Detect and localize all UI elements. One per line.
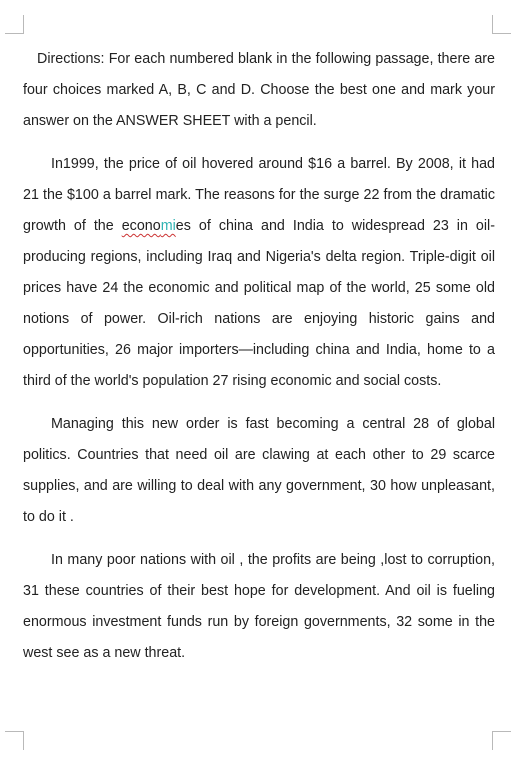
text-cursor-highlight: mi bbox=[160, 218, 176, 234]
crop-mark-bottom-right bbox=[492, 731, 511, 750]
spellcheck-flagged-word[interactable]: economi bbox=[122, 218, 176, 234]
directions-paragraph: Directions: For each numbered blank in t… bbox=[23, 51, 495, 129]
crop-mark-top-right bbox=[492, 15, 511, 34]
passage-paragraph-2: Managing this new order is fast becoming… bbox=[23, 416, 495, 525]
passage-paragraph-3: In many poor nations with oil , the prof… bbox=[23, 552, 495, 661]
document-body[interactable]: Directions: For each numbered blank in t… bbox=[23, 44, 495, 669]
paragraph-1-text-after: of china and India to widespread 23 in o… bbox=[23, 218, 495, 389]
crop-mark-top-left bbox=[5, 15, 24, 34]
paragraph-1-text-before: In1999, the price of oil hovered around … bbox=[23, 156, 495, 234]
crop-mark-bottom-left bbox=[5, 731, 24, 750]
flagged-word-end: es bbox=[175, 218, 191, 234]
passage-paragraph-1: In1999, the price of oil hovered around … bbox=[23, 149, 495, 397]
flagged-word-start: econo bbox=[121, 218, 161, 234]
